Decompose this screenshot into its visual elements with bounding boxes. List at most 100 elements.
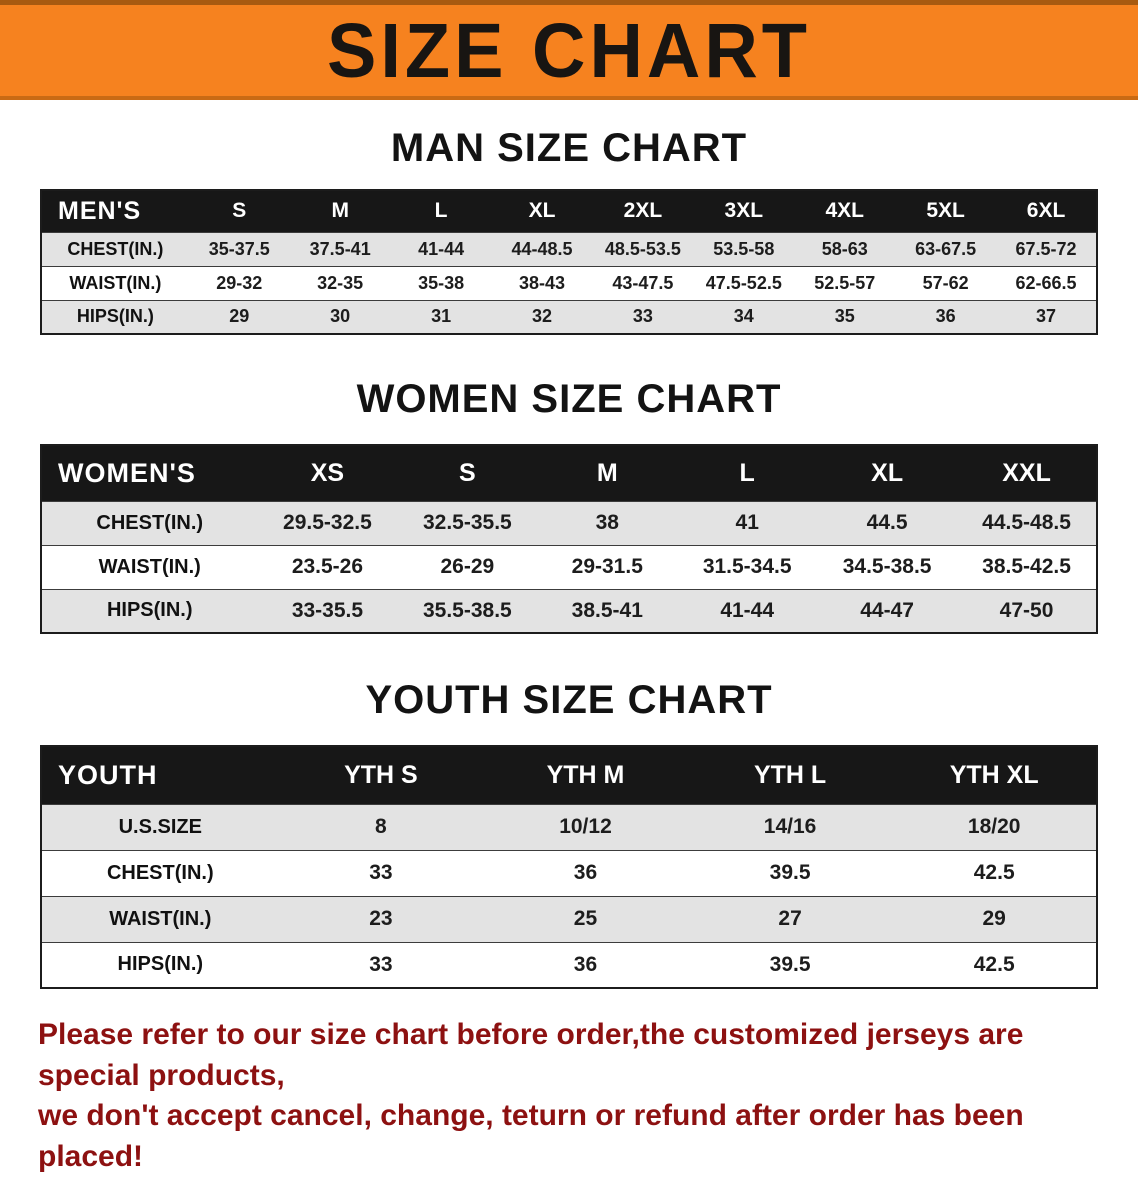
size-column-header: YTH L [687, 746, 893, 804]
youth-size-section: YOUTH SIZE CHART YOUTH YTH S YTH M YTH L YTH… [0, 678, 1138, 989]
size-value: 32.5-35.5 [422, 511, 512, 534]
size-column-header: 3XL [693, 190, 795, 232]
row-label: WAIST(IN.) [69, 272, 162, 293]
row-label: WAIST(IN.) [109, 907, 212, 930]
size-column-header: L [677, 445, 818, 501]
size-value: 29-31.5 [571, 555, 643, 578]
size-value: 44-48.5 [511, 238, 573, 259]
size-value: 34 [733, 306, 754, 327]
size-value: 47.5-52.5 [705, 272, 782, 293]
size-value: 38.5-42.5 [982, 555, 1071, 578]
table-row: HIPS(IN.) 29 30 31 32 33 34 35 36 37 [41, 300, 1097, 334]
size-column-header: YTH S [278, 746, 484, 804]
table-row: CHEST(IN.) 33 36 39.5 42.5 [41, 850, 1097, 896]
youth-table-body: U.S.SIZE 8 10/12 14/16 18/20 CHEST(IN.) 33 36 39… [41, 804, 1097, 988]
size-value: 35.5-38.5 [422, 598, 512, 622]
size-value: 42.5 [973, 861, 1015, 884]
size-value: 23 [369, 907, 393, 930]
size-value: 44.5-48.5 [982, 511, 1071, 534]
row-label: U.S.SIZE [118, 815, 202, 838]
size-value: 36 [573, 952, 598, 976]
size-value: 41-44 [418, 238, 465, 259]
size-value: 41-44 [720, 598, 775, 622]
size-column-header: YTH M [483, 746, 688, 804]
women-section-heading: WOMEN SIZE CHART [356, 377, 782, 421]
disclaimer-text: Please refer to our size chart before or… [38, 1015, 1100, 1177]
size-column-header: M [289, 190, 391, 232]
row-label: WAIST(IN.) [98, 555, 201, 578]
size-value: 23.5-26 [291, 555, 364, 578]
size-value: 33 [369, 861, 393, 884]
disclaimer-line-2: we don't accept cancel, change, teturn o… [38, 1099, 1024, 1173]
size-value: 34.5-38.5 [842, 555, 932, 578]
row-label: CHEST(IN.) [67, 238, 164, 259]
table-row: U.S.SIZE 8 10/12 14/16 18/20 [41, 804, 1097, 850]
table-row: HIPS(IN.) 33-35.5 35.5-38.5 38.5-41 41-44 44-… [41, 589, 1097, 633]
size-value: 58-63 [821, 238, 868, 259]
size-value: 44-47 [860, 598, 914, 622]
men-table-header-row: MEN'S S M L XL 2XL 3XL 4XL 5XL 6XL [41, 190, 1097, 232]
table-row: CHEST(IN.) 29.5-32.5 32.5-35.5 38 41 44.5 44.5… [41, 501, 1097, 545]
size-value: 37.5-41 [309, 238, 371, 259]
size-value: 29 [982, 907, 1006, 930]
size-value: 63-67.5 [915, 238, 977, 259]
size-value: 38-43 [518, 272, 566, 293]
table-row: HIPS(IN.) 33 36 39.5 42.5 [41, 942, 1097, 988]
men-size-section: MAN SIZE CHART MEN'S S M L XL 2XL 3XL 4XL 5XL 6XL… [0, 126, 1138, 335]
table-row: CHEST(IN.) 35-37.5 37.5-41 41-44 44-48.5 48.5… [41, 232, 1097, 266]
size-value: 8 [375, 815, 387, 838]
size-value: 29.5-32.5 [283, 511, 372, 534]
size-value: 36 [573, 861, 598, 884]
size-column-header: XXL [957, 445, 1097, 501]
size-value: 39.5 [769, 861, 811, 884]
table-corner-label: WOMEN'S [41, 445, 258, 501]
size-value: 37 [1036, 306, 1057, 327]
size-value: 52.5-57 [814, 272, 876, 293]
size-value: 38.5-41 [571, 598, 643, 622]
size-value: 33 [369, 952, 393, 976]
size-value: 10/12 [559, 815, 612, 838]
size-value: 35-37.5 [208, 238, 270, 259]
women-table-body: CHEST(IN.) 29.5-32.5 32.5-35.5 38 41 44.5 44.5… [41, 501, 1097, 633]
size-value: 35-38 [418, 272, 465, 293]
table-row: WAIST(IN.) 23 25 27 29 [41, 896, 1097, 942]
row-label: CHEST(IN.) [106, 861, 214, 884]
size-value: 31.5-34.5 [702, 555, 792, 578]
size-column-header: S [188, 190, 290, 232]
size-value: 48.5-53.5 [604, 238, 681, 259]
row-label: CHEST(IN.) [96, 511, 204, 534]
size-value: 33-35.5 [291, 598, 364, 622]
size-value: 33 [632, 306, 653, 327]
size-column-header: S [397, 445, 538, 501]
size-value: 39.5 [769, 952, 811, 976]
size-column-header: M [537, 445, 678, 501]
size-value: 26-29 [440, 555, 495, 578]
men-section-heading: MAN SIZE CHART [390, 126, 748, 170]
size-value: 31 [431, 306, 452, 327]
size-value: 18/20 [967, 815, 1021, 838]
size-value: 30 [330, 306, 351, 327]
men-size-table: MEN'S S M L XL 2XL 3XL 4XL 5XL 6XL CHEST(IN.) 35-3… [40, 189, 1098, 335]
size-value: 29-32 [216, 272, 263, 293]
size-value: 36 [935, 306, 956, 327]
row-label: HIPS(IN.) [117, 953, 204, 976]
size-value: 38 [595, 511, 619, 534]
disclaimer-line-1: Please refer to our size chart before or… [38, 1018, 1024, 1092]
size-column-header: L [390, 190, 492, 232]
size-value: 42.5 [973, 952, 1015, 976]
youth-table-header-row: YOUTH YTH S YTH M YTH L YTH XL [41, 746, 1097, 804]
size-value: 44.5 [866, 511, 908, 534]
table-row: WAIST(IN.) 23.5-26 26-29 29-31.5 31.5-34.5 34… [41, 545, 1097, 589]
size-chart-banner: SIZE CHART [0, 0, 1138, 100]
size-value: 67.5-72 [1015, 238, 1077, 259]
table-corner-label: MEN'S [41, 190, 189, 232]
size-column-header: XL [817, 445, 958, 501]
size-value: 29 [229, 306, 250, 327]
size-value: 32 [531, 306, 553, 327]
women-table-header-row: WOMEN'S XS S M L XL XXL [41, 445, 1097, 501]
size-value: 62-66.5 [1015, 272, 1077, 293]
size-value: 25 [573, 907, 598, 930]
women-size-section: WOMEN SIZE CHART WOMEN'S XS S M L XL XXL CHEST… [0, 377, 1138, 634]
size-value: 14/16 [763, 815, 817, 838]
banner-title: SIZE CHART [327, 6, 811, 94]
